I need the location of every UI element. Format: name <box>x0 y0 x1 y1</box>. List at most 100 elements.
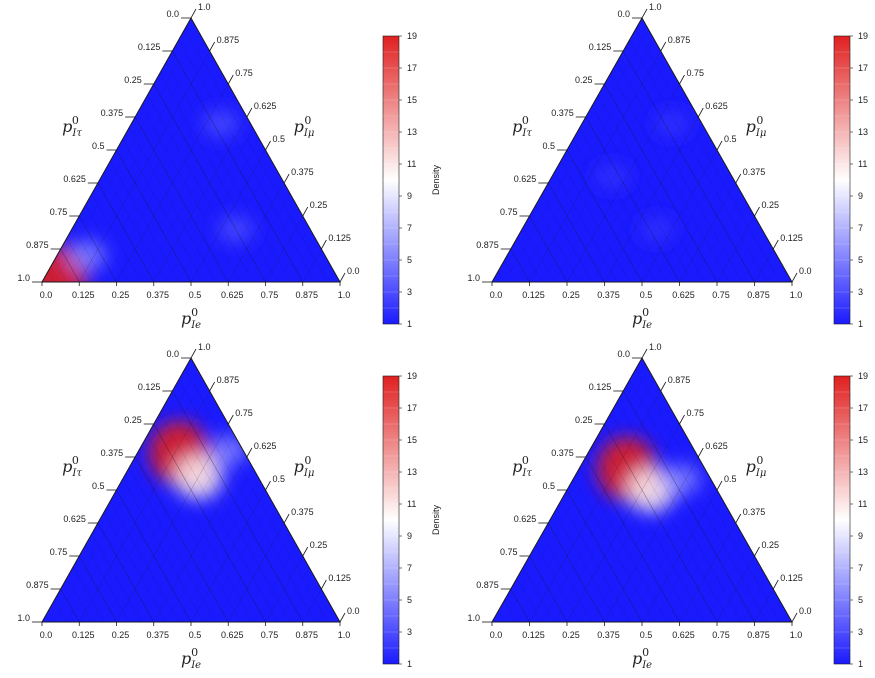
ternary-panel-top-right: 0.0 0.125 0.25 0.375 0.5 0.625 0.75 0.875 1.0 0.0… <box>467 2 868 331</box>
right-tick-label: 0.375 <box>291 167 314 177</box>
colorbar-gradient <box>833 375 851 665</box>
right-tick <box>735 513 742 524</box>
left-tick-label: 0.375 <box>101 448 124 458</box>
left-tick-label: 0.125 <box>589 382 612 392</box>
grid-line-fine <box>504 368 649 623</box>
colorbar-tick-label: 5 <box>407 595 412 605</box>
right-tick-label: 0.0 <box>347 266 360 276</box>
grid-line-fine <box>591 445 693 623</box>
grid-line <box>566 489 643 623</box>
grid-line <box>716 215 755 283</box>
right-tick <box>209 381 215 392</box>
bottom-tick-label: 0.625 <box>221 630 244 640</box>
right-axis-label: pIμ0 <box>746 454 767 479</box>
left-tick-label: 0.75 <box>500 547 518 557</box>
bottom-axis-label: pIe0 <box>181 646 201 671</box>
bottom-tick-label: 0.5 <box>189 630 202 640</box>
grid-line <box>265 555 304 623</box>
grid-line <box>585 116 680 283</box>
colorbar-tick-label: 17 <box>407 63 417 73</box>
colorbar-tick-label: 1 <box>858 319 863 329</box>
colorbar-tick-label: 5 <box>407 255 412 265</box>
grid-line-fine <box>654 500 724 623</box>
grid-line <box>60 248 80 283</box>
grid-line <box>78 215 117 283</box>
grid-line-fine <box>610 72 730 283</box>
bottom-tick-label: 0.625 <box>221 290 244 300</box>
grid-line <box>529 215 568 283</box>
right-tick <box>227 74 234 85</box>
left-tick-label: 0.625 <box>63 174 86 184</box>
right-tick-label: 0.25 <box>762 540 780 550</box>
bottom-tick-label: 0.0 <box>40 290 53 300</box>
left-tick-label: 0.25 <box>124 415 142 425</box>
grid-line-fine <box>85 544 130 623</box>
bottom-tick-label: 0.625 <box>672 630 695 640</box>
grid-line-fine <box>122 478 204 623</box>
colorbar-tick-label: 3 <box>407 287 412 297</box>
right-tick-label: 1.0 <box>649 342 662 352</box>
right-tick <box>697 107 704 118</box>
colorbar-tick-label: 15 <box>858 95 868 105</box>
grid-line-fine <box>165 467 254 623</box>
grid-line-fine <box>766 599 780 623</box>
grid-line-fine <box>252 204 297 283</box>
grid-line-fine <box>178 379 316 623</box>
grid-line-fine <box>122 138 204 283</box>
grid-line-fine <box>215 171 279 283</box>
right-tick <box>697 447 704 458</box>
grid-line-fine <box>290 577 316 623</box>
right-tick <box>679 414 685 425</box>
bottom-tick-label: 0.0 <box>490 630 503 640</box>
density-hotspot <box>174 454 223 500</box>
grid-line-fine <box>560 160 630 283</box>
colorbar-tick-label: 17 <box>858 403 868 413</box>
colorbar-tick-label: 7 <box>407 223 412 233</box>
grid-line-fine <box>766 259 780 283</box>
grid-line-fine <box>85 544 130 623</box>
grid-line <box>604 116 699 283</box>
right-tick <box>339 272 346 283</box>
bottom-tick-label: 0.75 <box>712 290 730 300</box>
grid-line-fine <box>629 379 768 623</box>
grid-line <box>60 588 80 623</box>
grid-line-fine <box>729 226 761 283</box>
grid-line <box>190 489 266 623</box>
right-tick-label: 0.25 <box>762 200 780 210</box>
grid-line-fine <box>560 160 630 283</box>
grid-line-fine <box>598 94 705 283</box>
grid-line-fine <box>66 39 204 283</box>
density-hotspot <box>209 435 248 466</box>
right-tick <box>227 414 234 425</box>
right-tick-label: 0.25 <box>310 200 328 210</box>
colorbar-tick-label: 11 <box>858 159 867 169</box>
ternary-panel-top-left: 0.0 0.125 0.25 0.375 0.5 0.625 0.75 0.875 1.0 0.0… <box>17 2 441 331</box>
colorbar-tick-label: 11 <box>858 499 867 509</box>
right-tick-label: 0.625 <box>705 101 728 111</box>
bottom-tick-label: 1.0 <box>790 630 803 640</box>
colorbar-tick-label: 17 <box>858 63 868 73</box>
grid-line-fine <box>103 511 167 623</box>
colorbar-tick-label: 13 <box>407 127 417 137</box>
left-tick-label: 0.75 <box>500 207 518 217</box>
colorbar-tick-label: 17 <box>407 403 417 413</box>
grid-line-fine <box>103 412 223 623</box>
grid-line-fine <box>591 105 693 283</box>
grid-line-fine <box>516 39 655 283</box>
grid-line-fine <box>203 160 272 283</box>
left-tick-label: 1.0 <box>467 273 480 283</box>
colorbar-tick-label: 1 <box>407 659 412 669</box>
grid-line-fine <box>535 204 580 283</box>
colorbar-tick-label: 1 <box>407 319 412 329</box>
right-tick-label: 0.875 <box>217 375 240 385</box>
grid-line-fine <box>128 434 235 623</box>
grid-line-fine <box>779 610 786 623</box>
grid-line-fine <box>290 237 316 283</box>
grid-line <box>78 390 210 623</box>
bottom-tick-label: 0.5 <box>640 630 653 640</box>
grid-line-fine <box>240 193 291 283</box>
grid-line-fine <box>327 610 334 623</box>
colorbar-tick-label: 13 <box>407 467 417 477</box>
bottom-tick-label: 0.0 <box>490 290 503 300</box>
